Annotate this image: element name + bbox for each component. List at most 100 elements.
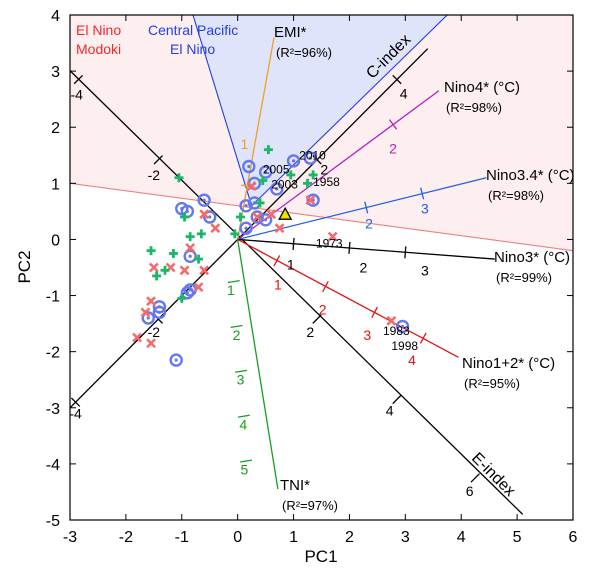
highlight-triangle bbox=[278, 206, 293, 220]
axis-tick-mark-11 bbox=[230, 324, 243, 329]
red-x-stroke bbox=[274, 223, 285, 234]
green-cross-point bbox=[196, 229, 206, 239]
red-x-point bbox=[266, 209, 277, 220]
blue-circle-point bbox=[395, 319, 410, 334]
axis-tick-label-4-0: 2 bbox=[389, 141, 397, 157]
y-tick-label: 4 bbox=[51, 8, 60, 25]
axis-tick-label-1-0: 2 bbox=[306, 324, 314, 340]
green-cross-point bbox=[160, 265, 170, 275]
y-tick-label: -3 bbox=[46, 401, 60, 418]
axis-tick-mark-6 bbox=[470, 473, 480, 483]
axis-name-nino3-4-c-: Nino3.4* (°C) bbox=[486, 167, 575, 184]
modoki-label-line-1: El Nino bbox=[76, 22, 121, 38]
green-cross-point bbox=[177, 293, 187, 303]
blue-circle-point-center bbox=[188, 288, 192, 292]
red-x-stroke bbox=[199, 209, 210, 220]
central-pacific-region bbox=[192, 15, 448, 206]
axis-tick-label-1-2: 6 bbox=[466, 483, 474, 499]
axis-tick-label-7-0: 1 bbox=[274, 276, 282, 292]
red-x-point bbox=[199, 265, 210, 276]
green-cross-point bbox=[185, 232, 195, 242]
axis-tick-mark-5 bbox=[392, 394, 402, 405]
axis-tick-label-3-0: 1 bbox=[227, 282, 235, 298]
modoki-divider-line bbox=[70, 182, 573, 252]
axis-tick-mark-19 bbox=[348, 241, 351, 254]
red-x-point bbox=[193, 282, 204, 293]
green-cross-point bbox=[194, 254, 204, 264]
blue-circle-point bbox=[242, 159, 256, 174]
axis-tick-label-3-2: 3 bbox=[237, 372, 245, 388]
green-cross-point bbox=[174, 173, 184, 183]
axis-tick-mark-13 bbox=[237, 414, 250, 418]
axis-tick-label-1-1: 4 bbox=[386, 403, 394, 419]
axis-line-2 bbox=[237, 37, 275, 240]
axis-name-nino1-2-c-: Nino1+2* (°C) bbox=[462, 355, 555, 372]
blue-circle-point-center bbox=[252, 201, 257, 205]
axis-r2-3: (R²=98%) bbox=[446, 100, 502, 115]
green-cross-point bbox=[263, 145, 273, 155]
axis-tick-mark-18 bbox=[292, 237, 295, 250]
red-x-stroke bbox=[146, 338, 156, 349]
axis-r2-4: (R²=98%) bbox=[488, 188, 544, 203]
red-x-point bbox=[274, 223, 285, 234]
red-x-point bbox=[305, 195, 316, 206]
blue-circle-point bbox=[286, 154, 301, 168]
blue-circle-point bbox=[183, 249, 197, 263]
central-pacific-label-line-2: El Nino bbox=[170, 41, 215, 57]
axis-name-nino3-c-: Nino3* (°C) bbox=[494, 249, 570, 266]
y-tick-label: 1 bbox=[51, 176, 60, 193]
axis-tick-mark-24 bbox=[419, 332, 427, 344]
red-x-point bbox=[140, 307, 151, 318]
x-tick-label: -1 bbox=[175, 529, 189, 546]
blue-circle-point-center bbox=[208, 215, 212, 219]
red-x-stroke bbox=[327, 231, 338, 242]
year-label-2010: 2010 bbox=[299, 148, 326, 162]
axis-tick-label-0-2: 2 bbox=[320, 161, 328, 177]
green-cross-point bbox=[258, 176, 268, 186]
red-x-stroke bbox=[179, 265, 190, 276]
blue-circle-point bbox=[239, 199, 253, 213]
blue-circle-point bbox=[303, 151, 318, 165]
axis-tick-mark-20 bbox=[404, 246, 407, 259]
y-tick-label: -1 bbox=[46, 289, 60, 306]
blue-circle-point-center bbox=[244, 226, 248, 230]
blue-circle-point-center bbox=[264, 170, 268, 174]
regions bbox=[70, 15, 573, 252]
red-x-stroke bbox=[246, 181, 257, 192]
red-x-point bbox=[246, 181, 257, 192]
axis-tick-label-3-4: 5 bbox=[240, 462, 248, 478]
blue-circle-point bbox=[270, 182, 284, 196]
green-cross-point bbox=[230, 229, 240, 239]
axis-tick-mark-8 bbox=[73, 74, 84, 85]
x-tick-label: -2 bbox=[119, 529, 133, 546]
green-cross-point bbox=[146, 246, 156, 256]
red-x-point bbox=[252, 212, 263, 222]
red-x-point bbox=[146, 296, 156, 307]
axis-line-6 bbox=[237, 238, 495, 260]
blue-circle-point bbox=[169, 353, 183, 367]
green-cross-point bbox=[255, 198, 265, 208]
axis-tick-mark-14 bbox=[240, 459, 253, 463]
blue-circle-point bbox=[141, 311, 155, 325]
red-x-point bbox=[386, 315, 397, 326]
blue-circle-point bbox=[258, 165, 273, 179]
axis-tick-label-5-1: 3 bbox=[421, 201, 429, 217]
plot-frame bbox=[69, 14, 574, 521]
blue-circle-point-center bbox=[244, 204, 248, 208]
green-cross-point bbox=[308, 170, 318, 180]
green-cross-point bbox=[180, 212, 190, 222]
red-x-stroke bbox=[148, 262, 159, 273]
axis-tick-label-2-0: 1 bbox=[240, 136, 248, 152]
blue-circle-point-center bbox=[157, 310, 162, 314]
red-x-stroke bbox=[146, 296, 156, 307]
axis-tick-label-0-3: 4 bbox=[400, 86, 408, 102]
axis-r2-5: (R²=99%) bbox=[496, 270, 552, 285]
modoki-label-line-2: Modoki bbox=[76, 41, 121, 57]
y-tick-label: 0 bbox=[51, 232, 60, 249]
axis-tick-mark-2 bbox=[312, 155, 322, 165]
blue-circle-point-center bbox=[180, 206, 184, 211]
blue-circle-point-center bbox=[202, 198, 206, 202]
axis-tick-mark-17 bbox=[420, 187, 425, 200]
red-x-stroke bbox=[199, 265, 210, 276]
blue-circle-point-center bbox=[275, 187, 279, 191]
